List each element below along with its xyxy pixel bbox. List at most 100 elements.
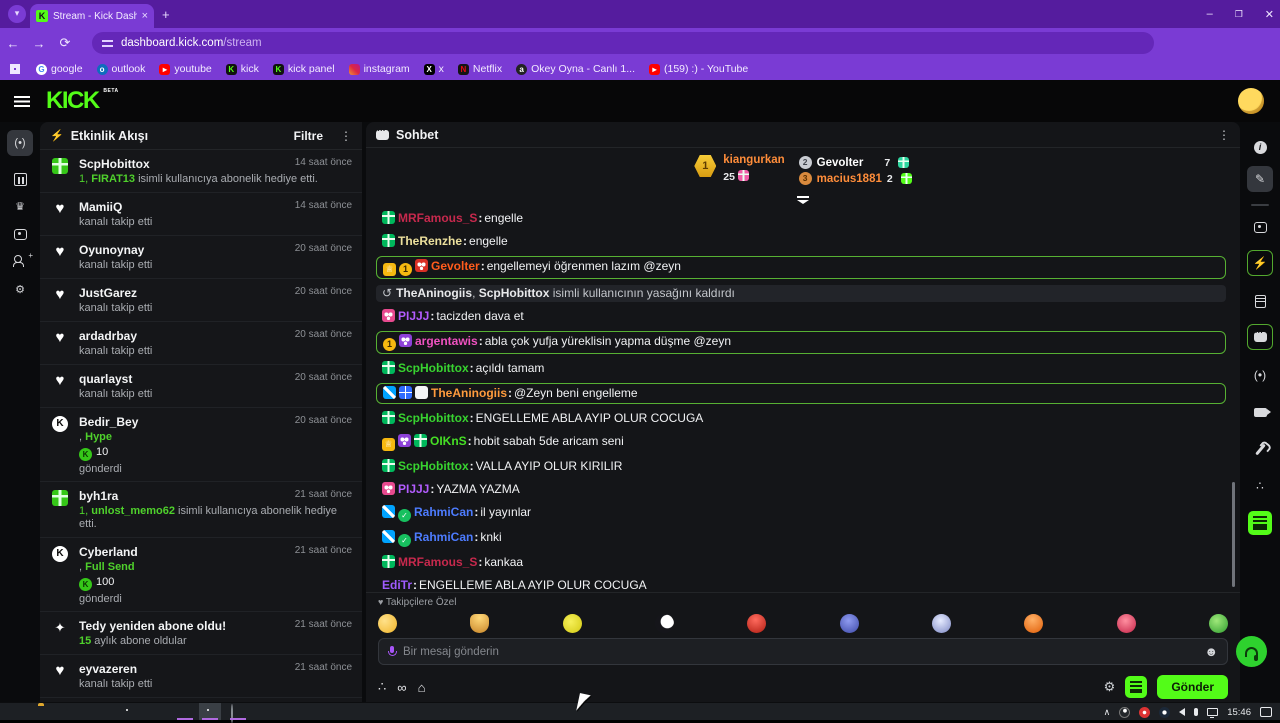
chat-username[interactable]: Gevolter	[431, 259, 487, 273]
cat-emote[interactable]	[378, 614, 397, 633]
activity-username[interactable]: eyvazeren	[79, 662, 295, 676]
green-ball-emote[interactable]	[1209, 614, 1228, 633]
chat-username[interactable]: RahmiCan	[414, 530, 480, 544]
clock[interactable]: 15:46	[1227, 707, 1251, 718]
reload-button[interactable]: ⟳	[52, 35, 78, 51]
gifter-leaderboard[interactable]: 1 kiangurkan 25 2 Gevolter 7 3 macius188…	[366, 154, 1240, 198]
taskbar-app-gray-icon[interactable]	[231, 705, 245, 719]
obs-tray-icon[interactable]	[1119, 707, 1130, 718]
nav-stream-icon[interactable]: (•)	[7, 130, 33, 156]
chat-message[interactable]: OIKnShobit sabah 5de aricam seni	[376, 433, 1226, 452]
camera-icon[interactable]	[1247, 214, 1273, 240]
window-maximize-button[interactable]: ❐	[1235, 9, 1243, 20]
activity-username[interactable]: Oyunoynay	[79, 243, 295, 257]
chat-username[interactable]: MRFamous_S	[398, 211, 484, 225]
chat-username[interactable]: TheAninogiis	[431, 386, 514, 400]
forward-button[interactable]: →	[26, 36, 52, 51]
chat-username[interactable]: TheRenzhe	[398, 234, 469, 248]
activity-username[interactable]: Tedy yeniden abone oldu!	[79, 619, 295, 633]
edit-pencil-icon[interactable]: ✎	[1247, 166, 1273, 192]
chat-message[interactable]: MRFamous_Sengelle	[376, 210, 1226, 227]
flame-character-emote[interactable]	[1024, 614, 1043, 633]
activity-username[interactable]: Cyberland	[79, 545, 295, 559]
info-icon[interactable]: i	[1247, 134, 1273, 160]
bookmark-youtube[interactable]: ▸youtube	[159, 63, 211, 75]
hamburger-menu-icon[interactable]	[14, 96, 30, 107]
chat-message[interactable]: RahmiCanil yayınlar	[376, 504, 1226, 523]
nav-achievements-icon[interactable]: ♛	[7, 193, 33, 219]
wrench-icon[interactable]	[1247, 436, 1273, 462]
activity-username[interactable]: byh1ra	[79, 489, 295, 503]
activity-lightning-icon[interactable]: ⚡	[1247, 250, 1273, 276]
speaker-icon[interactable]	[1179, 708, 1185, 716]
log-document-icon[interactable]	[1247, 288, 1273, 314]
chat-message[interactable]: ScpHobittoxENGELLEME ABLA AYIP OLUR COCU…	[376, 410, 1226, 427]
chat-menu-icon[interactable]: ⋮	[1218, 128, 1230, 142]
support-chat-button[interactable]	[1236, 636, 1267, 667]
broadcast-icon[interactable]: (•)	[1247, 362, 1273, 388]
new-tab-button[interactable]: +	[162, 7, 170, 22]
steam-tray-icon[interactable]	[1159, 707, 1170, 718]
red-tray-icon[interactable]	[1139, 707, 1150, 718]
browser-tab[interactable]: K Stream - Kick Dashboard ×	[30, 4, 154, 28]
moon-emote[interactable]	[655, 614, 674, 633]
heart-hands-emote[interactable]	[1117, 614, 1136, 633]
clips-dots-icon[interactable]: ∴	[378, 679, 386, 695]
chat-message[interactable]: TheRenzheengelle	[376, 233, 1226, 250]
chat-message-input[interactable]	[403, 646, 1196, 658]
bookmark-instagram[interactable]: instagram	[349, 63, 410, 75]
blue-character-emote[interactable]	[840, 614, 859, 633]
chat-message[interactable]: ScpHobittoxaçıldı tamam	[376, 360, 1226, 377]
bookmark-youtube-2[interactable]: ▸(159) :) - YouTube	[649, 63, 748, 75]
chat-settings-gear-icon[interactable]: ⚙	[1104, 679, 1116, 695]
chat-username[interactable]: ScpHobittox	[398, 411, 476, 425]
infinity-icon[interactable]: ∞	[397, 680, 406, 695]
start-button-icon[interactable]	[10, 705, 24, 719]
clap-emote[interactable]	[470, 614, 489, 633]
microphone-icon[interactable]	[388, 646, 395, 657]
chat-message[interactable]: PIJJJtacizden dava et	[376, 308, 1226, 325]
activity-username[interactable]: quarlayst	[79, 372, 295, 386]
send-button[interactable]: Gönder	[1157, 675, 1228, 699]
taskbar-app-blue-icon[interactable]	[178, 705, 192, 719]
spotify-icon[interactable]	[150, 705, 164, 719]
kick-green-button-icon[interactable]	[1125, 676, 1147, 698]
window-close-button[interactable]: ✕	[1265, 8, 1274, 21]
duck-emote[interactable]	[563, 614, 582, 633]
chat-username[interactable]: PIJJJ	[398, 482, 436, 496]
chat-username[interactable]: EdiTr	[382, 578, 419, 592]
chrome-active-icon[interactable]	[203, 705, 217, 719]
steam-icon[interactable]	[66, 705, 80, 719]
back-button[interactable]: ←	[0, 36, 26, 51]
chat-message-highlighted[interactable]: TheAninogiis@Zeyn beni engelleme	[376, 383, 1226, 404]
chat-message[interactable]: ScpHobittoxVALLA AYIP OLUR KIRILIR	[376, 458, 1226, 475]
tab-search-chevron-icon[interactable]: ▾	[8, 5, 26, 23]
activity-menu-icon[interactable]: ⋮	[340, 129, 352, 143]
notifications-icon[interactable]	[1260, 707, 1272, 717]
chat-username[interactable]: PIJJJ	[398, 309, 436, 323]
nav-community-icon[interactable]: +	[7, 248, 33, 274]
activity-username[interactable]: Bedir_Bey	[79, 415, 295, 429]
apps-grid-icon[interactable]	[10, 64, 20, 74]
chat-username[interactable]: RahmiCan	[414, 505, 480, 519]
network-icon[interactable]	[1207, 708, 1218, 716]
activity-username[interactable]: ScpHobittox	[79, 157, 295, 171]
address-bar[interactable]: dashboard.kick.com/stream	[92, 32, 1154, 54]
chat-message-highlighted[interactable]: 1Gevolterengellemeyi öğrenmen lazım @zey…	[376, 256, 1226, 279]
site-settings-icon[interactable]	[102, 39, 113, 48]
chat-username[interactable]: MRFamous_S	[398, 555, 484, 569]
red-character-emote[interactable]	[747, 614, 766, 633]
video-camera-icon[interactable]	[1247, 399, 1273, 425]
chat-username[interactable]: ScpHobittox	[398, 361, 476, 375]
